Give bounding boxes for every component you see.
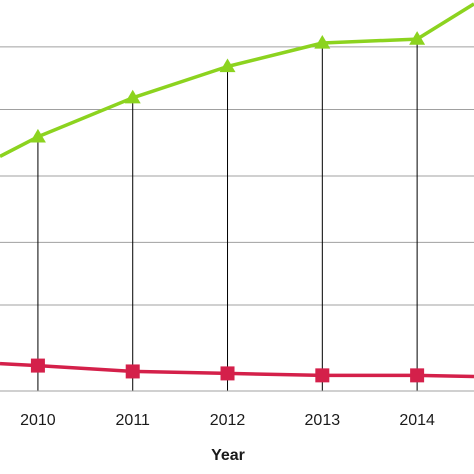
series-0-line [0,2,474,158]
series-0-point-2011 [124,89,141,104]
gridlines [0,46,474,306]
x-axis-title: Year [211,447,245,464]
series-0-point-2013 [314,35,331,49]
series-group [0,2,474,383]
series-0-point-2014 [409,31,426,45]
x-tick-labels: 2010 2011 2012 2013 2014 [20,412,435,429]
series-1-point-2013 [315,368,330,383]
series-1-point-2010 [30,358,45,373]
x-tick-label-2014: 2014 [399,412,435,429]
x-tick-label-2012: 2012 [210,412,246,429]
drop-lines [37,39,418,391]
x-tick-label-2010: 2010 [20,412,56,429]
series-1-point-2012 [220,366,235,381]
x-tick-label-2011: 2011 [116,412,151,429]
series-0-point-2012 [219,58,236,73]
series-1-line [0,361,474,379]
x-tick-label-2013: 2013 [305,412,341,429]
series-0-point-2010 [29,128,46,143]
series-1-point-2014 [410,368,425,383]
series-1-point-2011 [125,364,140,379]
